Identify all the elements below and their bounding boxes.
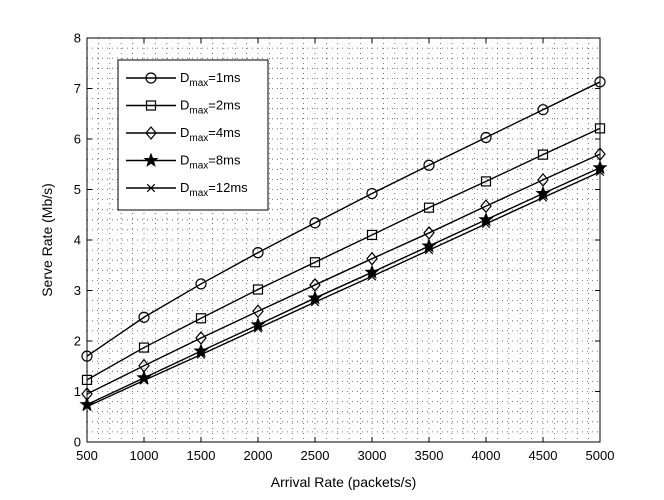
legend-item: Dmax=1ms (126, 70, 241, 89)
x-tick-label: 500 (76, 448, 98, 463)
data-point (196, 350, 206, 359)
data-point (537, 104, 549, 116)
data-point (478, 211, 494, 227)
legend-label: Dmax=1ms (180, 70, 241, 89)
y-tick-label: 6 (74, 132, 81, 147)
y-tick-label: 3 (74, 283, 81, 298)
y-tick-label: 5 (74, 182, 81, 197)
y-tick-label: 0 (74, 435, 81, 450)
x-tick-label: 5000 (586, 448, 615, 463)
x-axis-label: Arrival Rate (packets/s) (271, 474, 416, 490)
series-line (86, 81, 601, 357)
series-line (86, 171, 601, 408)
x-tick-label: 3500 (415, 448, 444, 463)
x-tick-label: 2000 (244, 448, 273, 463)
legend-marker (145, 72, 157, 84)
legend-item: Dmax=2ms (126, 98, 241, 117)
legend-item: Dmax=4ms (126, 125, 241, 144)
series-group (79, 76, 608, 412)
y-tick-label: 1 (74, 384, 81, 399)
x-tick-label: 4500 (529, 448, 558, 463)
data-point (136, 369, 152, 385)
legend-marker (146, 183, 156, 193)
data-point (366, 229, 378, 241)
y-tick-label: 7 (74, 81, 81, 96)
data-point (364, 264, 380, 279)
data-point (307, 290, 323, 305)
data-point (195, 278, 207, 290)
data-point (367, 272, 377, 281)
series-line (86, 167, 601, 406)
legend-marker (145, 100, 157, 111)
data-point (253, 324, 263, 333)
legend-item: Dmax=12ms (126, 180, 248, 199)
x-tick-label: 4000 (472, 448, 501, 463)
legend-item: Dmax=8ms (126, 153, 241, 172)
data-point (481, 219, 491, 229)
data-point (139, 376, 149, 385)
x-tick-label: 2500 (301, 448, 330, 463)
data-point (423, 202, 435, 213)
data-point (421, 238, 437, 253)
data-point (309, 257, 321, 268)
legend-marker (143, 152, 159, 167)
legend-label: Dmax=8ms (180, 153, 241, 172)
legend: Dmax=1ms Dmax=2ms Dmax=4ms Dmax=8ms Dmax=12m… (117, 59, 269, 211)
legend-label: Dmax=4ms (180, 125, 241, 144)
legend-label: Dmax=12ms (180, 180, 248, 199)
axis-ticks: 500 1000 1500 2000 2500 3000 3500 4000 4500 5000 0… (74, 31, 615, 464)
data-point (480, 176, 492, 187)
series-line (86, 127, 601, 381)
data-point (252, 247, 264, 259)
data-point (195, 313, 207, 324)
y-tick-label: 8 (74, 31, 81, 46)
legend-box (117, 59, 269, 211)
x-tick-label: 1500 (187, 448, 216, 463)
data-point (309, 217, 321, 229)
series-line (86, 153, 601, 395)
data-point (366, 187, 378, 200)
data-point (537, 149, 549, 160)
data-point (252, 284, 264, 295)
series-diamond (81, 147, 606, 401)
data-point (424, 245, 434, 255)
y-tick-label: 4 (74, 233, 81, 248)
data-point (423, 159, 435, 171)
data-point (535, 185, 551, 200)
data-point (480, 131, 492, 144)
data-point (138, 342, 150, 353)
data-point (310, 297, 320, 307)
series-square (81, 123, 606, 385)
y-tick-label: 2 (74, 334, 81, 349)
legend-marker (145, 126, 157, 140)
data-point (538, 193, 548, 202)
legend-label: Dmax=2ms (180, 98, 241, 117)
series-circle (81, 76, 606, 362)
y-axis-label: Serve Rate (Mb/s) (39, 183, 55, 297)
x-tick-label: 3000 (358, 448, 387, 463)
x-tick-label: 1000 (130, 448, 159, 463)
data-point (138, 311, 150, 323)
